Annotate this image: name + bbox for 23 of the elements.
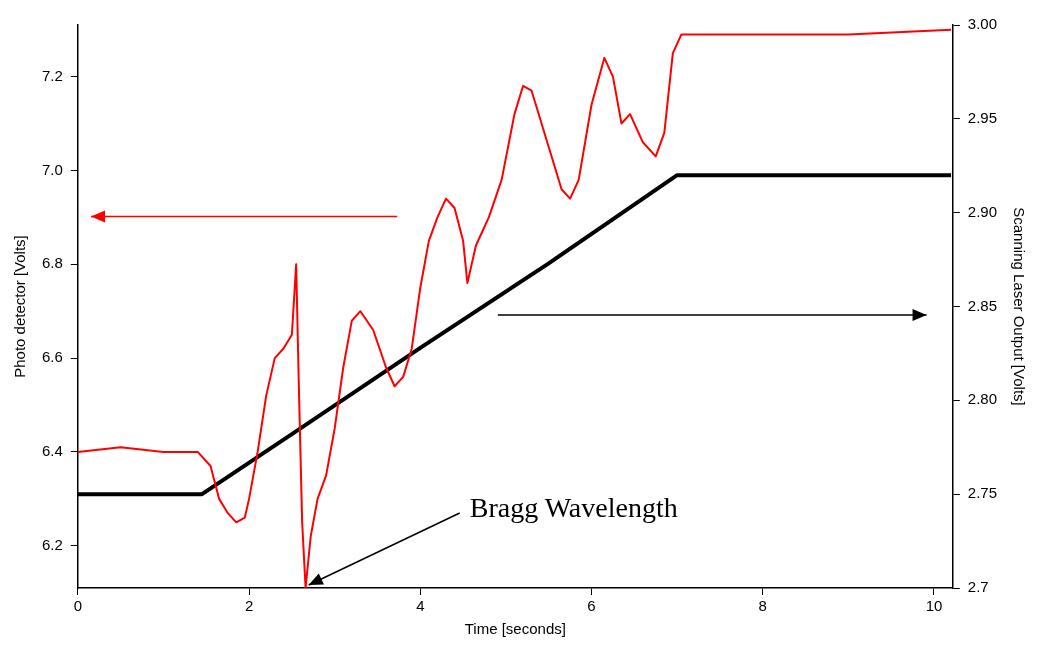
x-tick-label: 8 [758,597,767,615]
y2-tick-label: 2.7 [967,578,989,596]
y-tick-label: 7.0 [41,160,63,178]
y2-tick-label: 2.95 [967,108,998,126]
y-tick-label: 6.4 [41,442,63,460]
x-tick-label: 6 [587,597,596,615]
x-tick-label: 0 [73,597,83,615]
x-axis-title: Time [seconds] [464,620,566,638]
y2-axis-title: Scanning Laser Output [Volts] [1010,207,1028,406]
y2-tick-label: 2.85 [967,296,998,314]
y-tick-label: 6.6 [41,348,63,366]
y-tick-label: 6.8 [41,254,63,272]
y-tick-label: 7.2 [41,66,63,84]
x-tick-label: 2 [244,597,254,615]
y2-tick-label: 3.00 [967,15,998,33]
y-tick-label: 6.2 [41,535,63,553]
y-axis-title: Photo detector [Volts] [11,235,29,378]
y2-tick-label: 2.75 [967,484,998,502]
x-tick-label: 4 [416,597,425,615]
y2-tick-label: 2.80 [967,390,998,408]
y2-tick-label: 2.90 [967,202,998,220]
x-tick-label: 10 [925,597,943,615]
annotation: Bragg Wavelength [469,492,678,524]
